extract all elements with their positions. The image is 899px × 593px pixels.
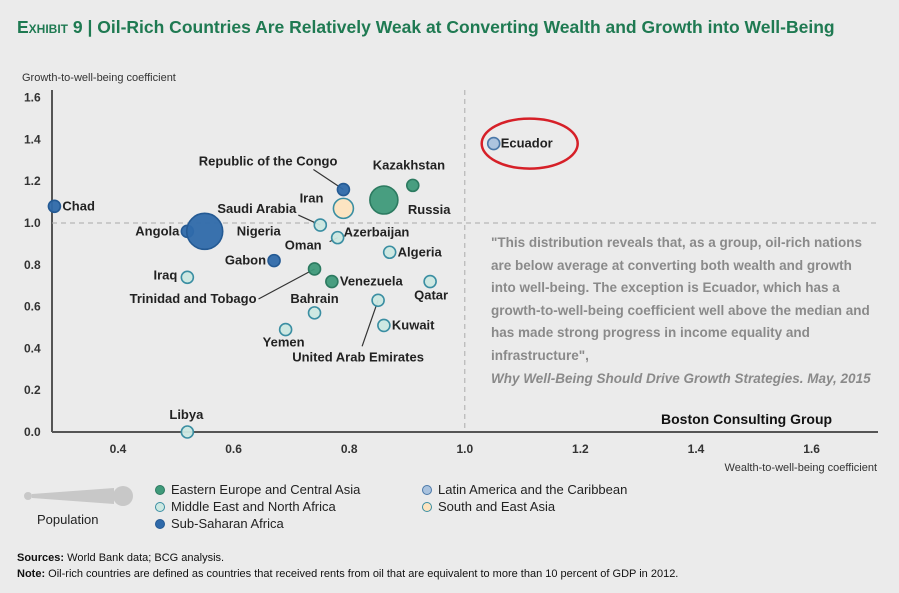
x-tick-label: 1.0: [456, 442, 473, 456]
y-tick-label: 1.4: [24, 132, 41, 146]
point-label: Trinidad and Tobago: [130, 291, 257, 306]
leader-line: [258, 268, 315, 300]
legend-label: Latin America and the Caribbean: [438, 482, 628, 497]
ssa-dot-icon: [155, 519, 165, 529]
quote-org: Boston Consulting Group: [661, 411, 833, 427]
point-label: Ecuador: [501, 136, 553, 151]
point-label: Gabon: [225, 253, 266, 268]
legend-item-mena: Middle East and North Africa: [155, 499, 336, 514]
y-tick-label: 0.8: [24, 258, 41, 272]
sources-text: World Bank data; BCG analysis.: [67, 552, 225, 564]
data-point: [336, 182, 351, 197]
data-point: [377, 318, 391, 333]
point-label: Yemen: [263, 335, 305, 350]
title-text: Oil-Rich Countries Are Relatively Weak a…: [97, 17, 835, 37]
legend-item-eeca: Eastern Europe and Central Asia: [155, 482, 360, 497]
mena-dot-icon: [155, 502, 165, 512]
chart-title: Exhibit 9 | Oil-Rich Countries Are Relat…: [17, 17, 835, 37]
y-tick-label: 0.4: [24, 341, 41, 355]
x-tick-label: 0.6: [225, 442, 242, 456]
point-label: Chad: [62, 198, 95, 213]
point-label: Kazakhstan: [373, 157, 445, 172]
data-point: [382, 245, 397, 260]
point-label: Kuwait: [392, 317, 435, 332]
data-point: [180, 270, 195, 285]
data-point: [313, 218, 328, 232]
point-label: Oman: [285, 238, 322, 253]
x-axis-label: Wealth-to-well-being coefficient: [724, 462, 877, 474]
data-point: [330, 230, 345, 245]
data-point: [325, 274, 339, 289]
point-label: Algeria: [398, 244, 443, 259]
sea-dot-icon: [422, 502, 432, 512]
data-point: [307, 262, 322, 276]
legend-item-ssa: Sub-Saharan Africa: [155, 516, 284, 531]
lac-dot-icon: [422, 485, 432, 495]
data-point: [307, 306, 322, 320]
population-label: Population: [37, 512, 99, 527]
quote-source: Why Well-Being Should Drive Growth Strat…: [491, 370, 871, 386]
legend-label: Sub-Saharan Africa: [171, 516, 284, 531]
eeca-dot-icon: [155, 485, 165, 495]
population-size-icon: [24, 486, 133, 506]
y-tick-label: 0.2: [24, 383, 41, 397]
data-point: [405, 178, 420, 193]
legend-item-lac: Latin America and the Caribbean: [422, 482, 627, 497]
y-tick-label: 0.0: [24, 425, 41, 439]
data-point: [278, 322, 293, 337]
x-tick-label: 1.2: [572, 442, 589, 456]
point-label: Qatar: [414, 288, 448, 303]
note-label: Note:: [17, 568, 46, 580]
data-point: [185, 212, 224, 251]
exhibit-label: Exhibit 9: [17, 17, 83, 37]
point-label: Venezuela: [340, 274, 404, 289]
data-point: [423, 274, 437, 289]
data-point: [180, 425, 195, 439]
quote-text: "This distribution reveals that, as a gr…: [491, 235, 870, 363]
data-point: [332, 197, 355, 220]
point-label: United Arab Emirates: [292, 349, 424, 364]
quote-box: "This distribution reveals that, as a gr…: [491, 232, 871, 390]
data-point: [371, 293, 385, 308]
legend-label: Eastern Europe and Central Asia: [171, 482, 361, 497]
x-tick-label: 0.8: [341, 442, 358, 456]
point-label: Saudi Arabia: [217, 201, 297, 216]
point-label: Nigeria: [237, 223, 282, 238]
x-tick-label: 1.4: [688, 442, 705, 456]
data-point: [486, 136, 501, 151]
data-point: [267, 253, 281, 268]
y-tick-label: 0.6: [24, 300, 41, 314]
point-label: Iraq: [154, 267, 178, 282]
point-label: Bahrain: [290, 291, 338, 306]
y-tick-label: 1.0: [24, 216, 41, 230]
highlight-ellipse: [480, 117, 579, 170]
x-tick-label: 1.6: [803, 442, 820, 456]
x-tick-label: 0.4: [110, 442, 127, 456]
point-label: Azerbaijan: [344, 225, 410, 240]
legend-item-sea: South and East Asia: [422, 499, 555, 514]
sources-label: Sources:: [17, 552, 65, 564]
data-point: [47, 199, 62, 214]
note-text: Oil-rich countries are defined as countr…: [48, 568, 679, 580]
legend-label: Middle East and North Africa: [171, 499, 336, 514]
y-tick-label: 1.6: [24, 91, 41, 105]
point-label: Russia: [408, 202, 451, 217]
data-point: [369, 185, 399, 215]
y-tick-label: 1.2: [24, 174, 41, 188]
point-label: Angola: [135, 223, 180, 238]
leader-line: [361, 300, 379, 347]
y-axis-label: Growth-to-well-being coefficient: [22, 72, 176, 84]
footnotes: Sources: World Bank data; BCG analysis. …: [17, 550, 678, 582]
point-label: Republic of the Congo: [199, 154, 338, 169]
point-label: Iran: [300, 190, 324, 205]
legend-label: South and East Asia: [438, 499, 556, 514]
point-label: Libya: [169, 407, 204, 422]
